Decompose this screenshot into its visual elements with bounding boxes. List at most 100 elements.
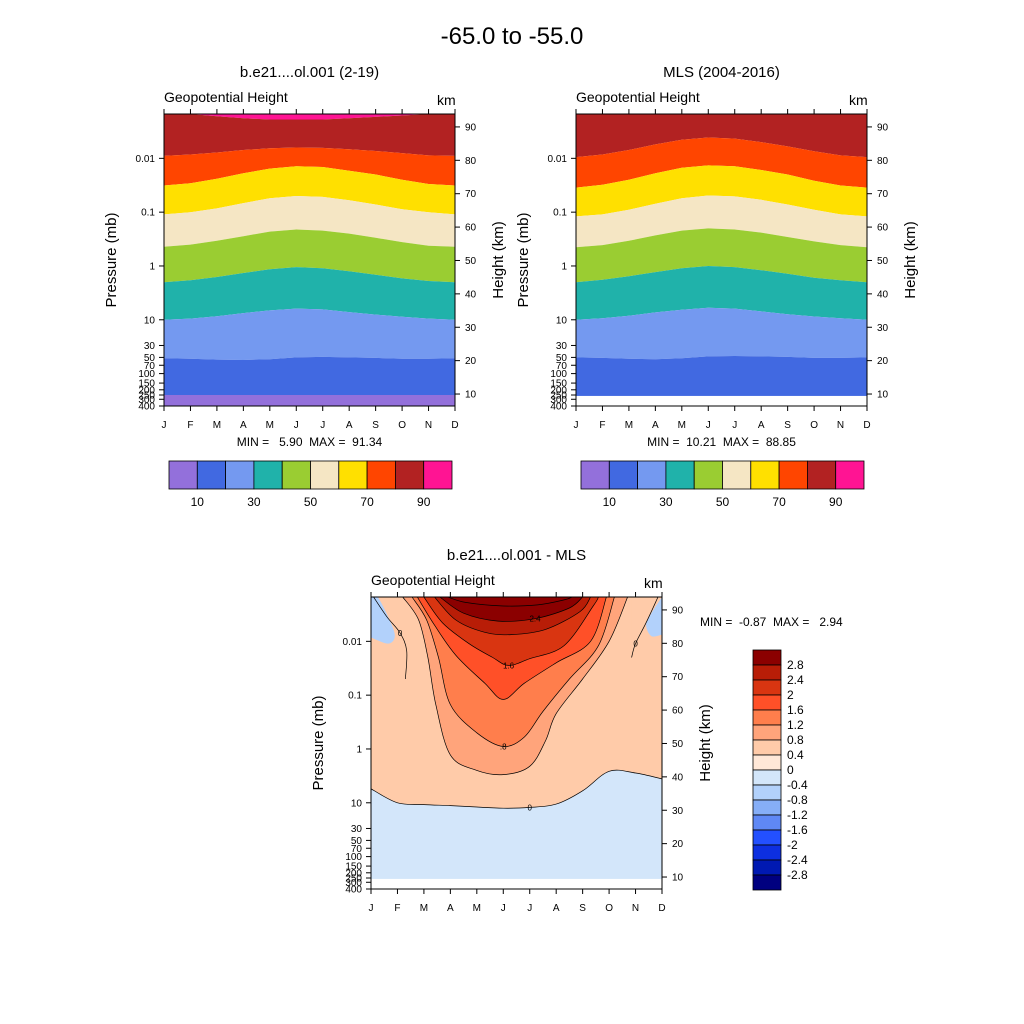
height-tick-label: 80 [465, 156, 477, 167]
height-tick-label: 90 [465, 122, 477, 133]
month-tick-label: D [863, 420, 870, 431]
colorbar-box [752, 769, 782, 786]
pressure-tick-label: 30 [556, 341, 568, 352]
colorbar-label: -2.4 [787, 853, 808, 867]
height-tick-label: 30 [465, 323, 477, 334]
pressure-tick-label: 30 [351, 824, 363, 835]
colorbar-box [608, 460, 638, 490]
month-tick-label: O [398, 420, 406, 431]
height-tick-label: 50 [672, 739, 684, 750]
colorbar-box [807, 460, 837, 490]
height-tick-label: 70 [672, 672, 684, 683]
month-tick-label: A [447, 903, 454, 914]
month-tick-label: F [599, 420, 605, 431]
height-tick-label: 60 [672, 706, 684, 717]
band-above-0 [631, 597, 658, 658]
pressure-tick-label: 10 [144, 315, 156, 326]
contour-line-1.6 [423, 597, 599, 666]
axes-obs: 0.010.1110305070100150200250300400908070… [515, 64, 919, 431]
pressure-tick-label: 50 [351, 836, 363, 847]
colorbar-label: 2.4 [787, 673, 804, 687]
colorbar-label: -0.8 [787, 793, 808, 807]
colorbar-box [423, 460, 453, 490]
month-tick-label: N [425, 420, 432, 431]
colorbar-label: 50 [304, 495, 318, 509]
contour-line-0.4 [402, 597, 628, 776]
colorbar-box [253, 460, 283, 490]
band-above-40 [576, 228, 867, 283]
axes-model: 0.010.1110305070100150200250300400908070… [103, 64, 507, 431]
pressure-tick-label: 70 [556, 361, 568, 372]
missing-data-area [576, 395, 867, 406]
band-above-50 [576, 195, 867, 248]
colorbar-diff: 2.82.421.61.20.80.40-0.4-0.8-1.2-1.6-2-2… [752, 649, 808, 891]
colorbar-label: 30 [247, 495, 261, 509]
month-tick-label: J [574, 420, 579, 431]
colorbar-label: 90 [829, 495, 843, 509]
month-tick-label: J [706, 420, 711, 431]
pressure-tick-label: 70 [144, 361, 156, 372]
month-tick-label: S [372, 420, 379, 431]
colorbar-box [750, 460, 780, 490]
y-axis-left-label: Pressure (mb) [310, 695, 327, 790]
height-tick-label: 30 [877, 323, 889, 334]
colorbar-box [752, 829, 782, 846]
colorbar-box [752, 799, 782, 816]
height-tick-label: 80 [672, 639, 684, 650]
band-below-10 [164, 395, 455, 406]
colorbar-label: -0.4 [787, 778, 808, 792]
contour-fill-diff: 0 0 0 .8 1.6 2.4 [371, 597, 662, 889]
pressure-tick-label: 10 [556, 315, 568, 326]
colorbar-label: 1.6 [787, 703, 804, 717]
pressure-tick-label: 400 [345, 885, 362, 896]
colorbar-model: 10 30 50 70 90 [168, 460, 453, 509]
month-tick-label: D [658, 903, 665, 914]
pressure-tick-label: 250 [550, 391, 567, 402]
contour-line-2 [434, 597, 591, 636]
month-tick-label: J [369, 903, 374, 914]
height-tick-label: 40 [877, 289, 889, 300]
band-above-80 [576, 114, 867, 158]
band-above-20 [164, 308, 455, 360]
pressure-tick-label: 200 [138, 385, 155, 396]
height-tick-label: 40 [672, 772, 684, 783]
stats-label: MIN = 10.21 MAX = 88.85 [647, 435, 796, 449]
colorbar-label: 50 [716, 495, 730, 509]
month-tick-label: J [501, 903, 506, 914]
units-label: km [644, 575, 663, 591]
colorbar-box [580, 460, 610, 490]
contour-line-2.4 [439, 597, 583, 622]
contour-line-0.8 [411, 597, 615, 747]
variable-label: Geopotential Height [576, 89, 700, 105]
colorbar-box [665, 460, 695, 490]
y-axis-right-label: Height (km) [490, 221, 507, 299]
month-tick-label: A [240, 420, 247, 431]
month-tick-label: M [678, 420, 686, 431]
colorbar-box [722, 460, 752, 490]
pressure-tick-label: 30 [144, 341, 156, 352]
pressure-tick-label: 400 [138, 402, 155, 413]
height-tick-label: 60 [465, 223, 477, 234]
height-tick-label: 60 [877, 223, 889, 234]
plot-title: b.e21....ol.001 (2-19) [240, 64, 379, 81]
band-above-30 [576, 266, 867, 320]
height-tick-label: 30 [672, 806, 684, 817]
pressure-tick-label: 0.01 [548, 154, 568, 165]
band-above-70 [576, 137, 867, 188]
month-tick-label: N [837, 420, 844, 431]
height-tick-label: 50 [877, 256, 889, 267]
colorbar-label: 0 [787, 763, 794, 777]
pressure-tick-label: 400 [550, 402, 567, 413]
plots-layer: 0.010.1110305070100150200250300400908070… [103, 64, 919, 914]
band-above-2.8 [447, 597, 573, 607]
colorbar-label: 2 [787, 688, 794, 702]
colorbar-box [196, 460, 227, 490]
month-tick-label: D [451, 420, 458, 431]
colorbar-label: 30 [659, 495, 673, 509]
band-above-30 [164, 267, 455, 320]
colorbar-box [835, 460, 865, 490]
colorbar-obs: 10 30 50 70 90 [580, 460, 865, 509]
pressure-tick-label: 150 [345, 862, 362, 873]
month-tick-label: J [294, 420, 299, 431]
